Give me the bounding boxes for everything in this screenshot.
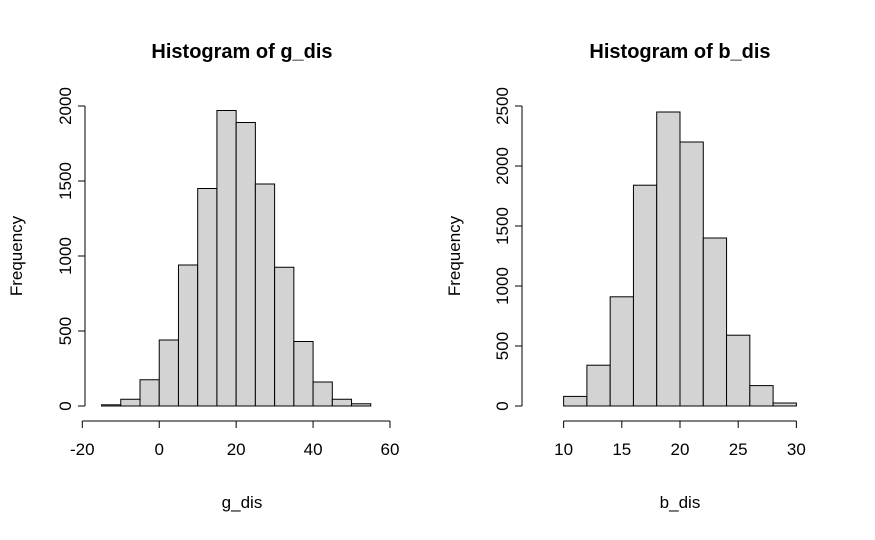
x-tick-label: 30 <box>787 440 806 459</box>
histogram-bar <box>749 385 774 407</box>
bars <box>101 110 372 407</box>
x-tick-label: -20 <box>70 440 95 459</box>
histogram-bar <box>274 266 295 407</box>
y-tick-label: 0 <box>56 401 75 410</box>
histogram-bar <box>216 110 237 407</box>
x-tick-label: 10 <box>554 440 573 459</box>
histogram-bar <box>656 111 681 407</box>
histogram-bar <box>702 237 728 407</box>
x-axis: -20 0 20 40 60 <box>70 420 400 459</box>
histogram-bar <box>235 122 256 407</box>
histogram-bar <box>177 264 199 407</box>
histogram-bar <box>609 296 634 407</box>
x-tick-label: 15 <box>612 440 631 459</box>
y-tick-label: 2000 <box>493 147 512 185</box>
y-axis-label: Frequency <box>7 215 26 296</box>
histogram-bar <box>312 381 333 407</box>
x-axis-label: b_dis <box>660 493 701 512</box>
x-tick-label: 0 <box>154 440 163 459</box>
y-tick-label: 1000 <box>493 267 512 305</box>
y-tick-label: 0 <box>493 401 512 410</box>
histogram-bar <box>632 184 658 407</box>
y-tick-label: 2000 <box>56 87 75 125</box>
histogram-bar <box>293 341 314 407</box>
x-tick-label: 60 <box>381 440 400 459</box>
histogram-panel-b-dis: Histogram of b_dis b_dis Frequency 10 15 2… <box>445 41 806 512</box>
y-tick-label: 1500 <box>56 162 75 200</box>
histogram-bar <box>772 402 797 407</box>
x-axis-label: g_dis <box>222 493 263 512</box>
y-tick-label: 1500 <box>493 207 512 245</box>
x-tick-label: 25 <box>729 440 748 459</box>
x-axis: 10 15 20 25 30 <box>554 420 806 459</box>
bars <box>563 111 797 407</box>
y-tick-label: 1000 <box>56 237 75 275</box>
histogram-bar <box>120 398 141 407</box>
x-tick-label: 20 <box>671 440 690 459</box>
histogram-bar <box>563 395 588 407</box>
histogram-bar <box>351 403 372 407</box>
histogram-bar <box>254 183 276 407</box>
histogram-panel-g-dis: Histogram of g_dis g_dis Frequency -20 0 2… <box>7 41 399 512</box>
chart-title: Histogram of b_dis <box>589 41 770 63</box>
y-tick-label: 2500 <box>493 87 512 125</box>
histogram-bar <box>586 364 611 407</box>
histogram-bar <box>726 334 751 407</box>
y-tick-label: 500 <box>56 317 75 345</box>
histogram-bar <box>158 339 179 407</box>
y-axis-label: Frequency <box>445 215 464 296</box>
x-tick-label: 20 <box>227 440 246 459</box>
y-axis: 0 500 1000 1500 2000 2500 <box>493 87 523 411</box>
y-tick-label: 500 <box>493 332 512 360</box>
histogram-bar <box>101 404 122 407</box>
x-tick-label: 40 <box>304 440 323 459</box>
chart-title: Histogram of g_dis <box>151 41 332 63</box>
histogram-bar <box>139 379 160 407</box>
y-axis: 0 500 1000 1500 2000 <box>56 87 86 411</box>
histogram-bar <box>679 141 704 407</box>
histogram-bar <box>197 188 218 407</box>
histogram-bar <box>331 398 353 407</box>
